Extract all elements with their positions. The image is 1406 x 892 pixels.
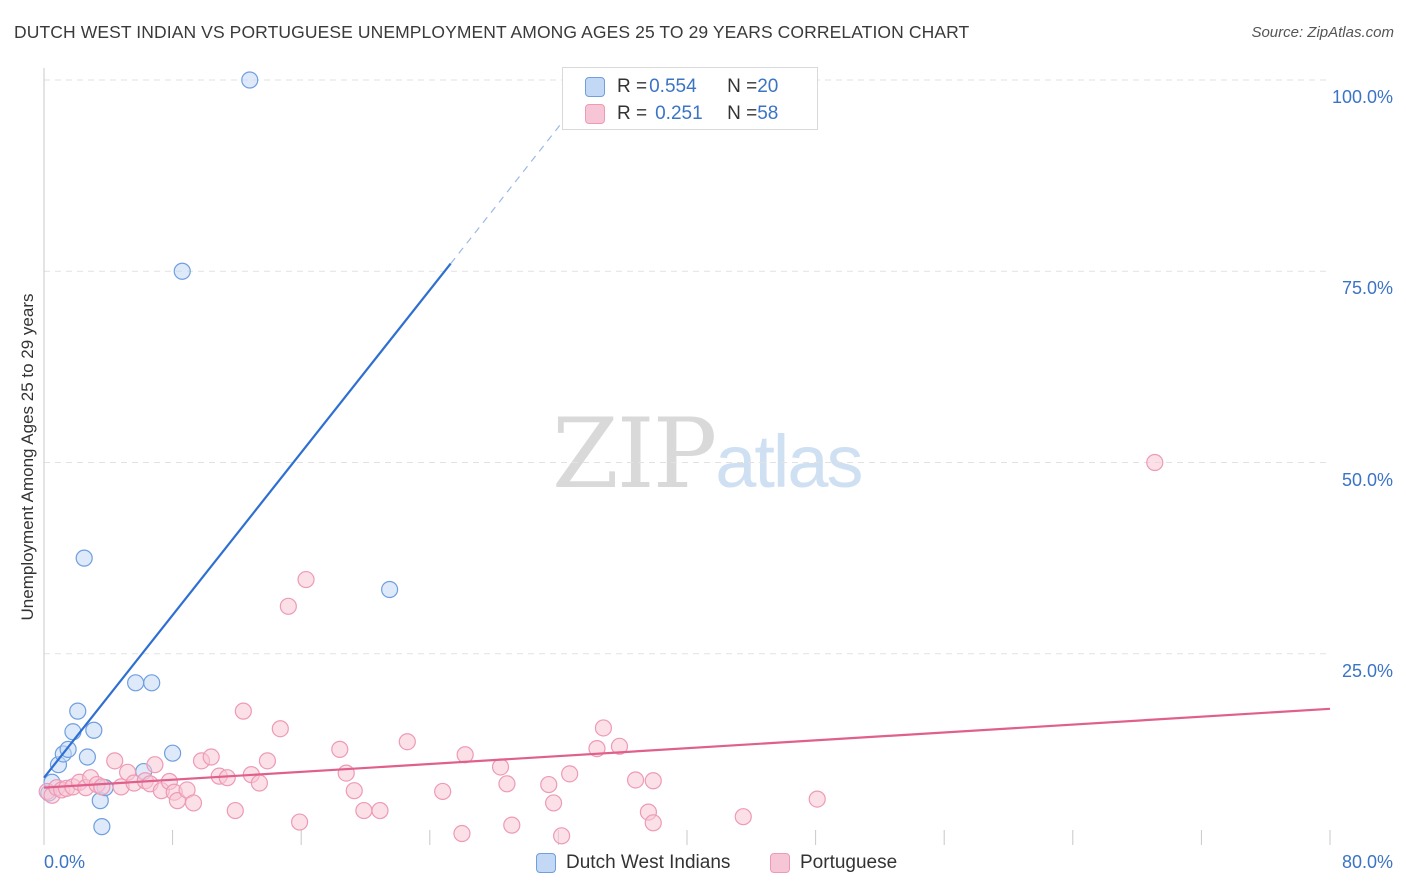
legend-label: Portuguese <box>800 852 898 873</box>
point-portuguese-46 <box>491 758 510 776</box>
y-tick-label: 100.0% <box>1331 87 1393 107</box>
point-portuguese-28 <box>226 801 244 820</box>
point-portuguese-42 <box>398 733 416 751</box>
point-portuguese-50 <box>544 794 563 812</box>
point-portuguese-48 <box>503 816 521 834</box>
point-portuguese-29 <box>234 702 252 720</box>
y-axis-title: Unemployment Among Ages 25 to 29 years <box>18 293 37 621</box>
point-portuguese-32 <box>258 752 277 770</box>
point-portuguese-59 <box>644 772 662 790</box>
y-tick-label: 25.0% <box>1341 660 1393 681</box>
point-portuguese-10 <box>93 778 111 796</box>
point-dutch-west-indians-13 <box>127 674 145 692</box>
point-dutch-west-indians-7 <box>75 549 93 567</box>
stats-row-dutch-west-indians: R = 0.554 N = 20 <box>585 74 778 100</box>
point-dutch-west-indians-17 <box>173 262 191 280</box>
point-dutch-west-indians-18 <box>241 71 259 89</box>
point-portuguese-55 <box>610 737 629 755</box>
stats-swatch-pink <box>585 104 605 124</box>
point-portuguese-23 <box>184 794 203 812</box>
source-label: Source: ZipAtlas.com <box>1251 24 1394 41</box>
point-dutch-west-indians-8 <box>78 748 97 766</box>
watermark: ZIPatlas <box>552 398 864 510</box>
point-portuguese-36 <box>297 570 315 589</box>
trendline-portuguese <box>43 707 1331 789</box>
point-dutch-west-indians-19 <box>381 580 399 599</box>
correlation-stats-box: R = 0.554 N = 20 R = 0.251 N = 58 <box>562 67 818 130</box>
point-dutch-west-indians-5 <box>64 723 82 741</box>
point-dutch-west-indians-9 <box>85 721 103 739</box>
point-dutch-west-indians-6 <box>69 702 87 720</box>
point-portuguese-45 <box>456 746 474 764</box>
legend-label: Dutch West Indians <box>566 852 731 873</box>
point-portuguese-33 <box>271 720 289 738</box>
x-tick-max: 80.0% <box>1341 852 1393 872</box>
point-portuguese-39 <box>345 782 363 800</box>
point-portuguese-60 <box>734 808 752 826</box>
point-portuguese-58 <box>644 814 662 832</box>
point-dutch-west-indians-15 <box>143 674 161 692</box>
stats-n-value: 20 <box>757 76 779 97</box>
watermark-atlas: atlas <box>715 420 863 503</box>
stats-r-value: 0.251 <box>655 103 703 124</box>
legend-swatch-pink <box>770 853 790 873</box>
stats-n-label: N = <box>727 76 758 97</box>
y-tick-label: 50.0% <box>1341 469 1393 490</box>
watermark-zip: ZIP <box>552 398 717 510</box>
stats-r-label: R = <box>617 76 648 97</box>
chart-title: DUTCH WEST INDIAN VS PORTUGUESE UNEMPLOY… <box>14 22 970 42</box>
legend-item-dutch-west-indians[interactable]: Dutch West Indians <box>536 852 730 874</box>
stats-n-label: N = <box>727 103 758 124</box>
point-portuguese-25 <box>202 748 220 766</box>
stats-r-label: R = <box>617 103 648 124</box>
x-tick-min: 0.0% <box>44 852 86 872</box>
point-portuguese-61 <box>808 790 826 808</box>
point-dutch-west-indians-11 <box>93 818 111 836</box>
trendline-dutch-west-indians <box>43 262 452 779</box>
stats-n-value: 58 <box>757 103 779 124</box>
legend-item-portuguese[interactable]: Portuguese <box>770 852 897 874</box>
stats-row-portuguese: R = 0.251 N = 58 <box>585 101 778 127</box>
point-portuguese-43 <box>434 782 452 801</box>
stats-swatch-blue <box>585 77 605 97</box>
point-portuguese-56 <box>626 771 645 789</box>
point-portuguese-34 <box>279 597 297 615</box>
point-portuguese-54 <box>594 719 613 737</box>
point-portuguese-47 <box>498 775 516 793</box>
point-portuguese-37 <box>331 740 349 758</box>
legend-swatch-blue <box>536 853 556 873</box>
stats-r-value: 0.554 <box>649 76 697 97</box>
point-portuguese-49 <box>540 775 558 794</box>
point-portuguese-31 <box>250 774 269 792</box>
legend: Dutch West Indians Portuguese <box>0 852 1406 878</box>
point-portuguese-44 <box>453 824 471 843</box>
y-tick-label: 75.0% <box>1341 278 1393 299</box>
point-portuguese-52 <box>561 765 579 783</box>
point-portuguese-35 <box>290 813 309 831</box>
point-portuguese-11 <box>106 752 124 770</box>
point-portuguese-62 <box>1146 453 1164 472</box>
point-portuguese-41 <box>371 801 389 820</box>
point-dutch-west-indians-16 <box>164 744 182 762</box>
point-portuguese-38 <box>337 764 355 782</box>
point-portuguese-51 <box>553 827 571 845</box>
point-portuguese-17 <box>146 756 164 774</box>
point-portuguese-40 <box>355 801 373 820</box>
